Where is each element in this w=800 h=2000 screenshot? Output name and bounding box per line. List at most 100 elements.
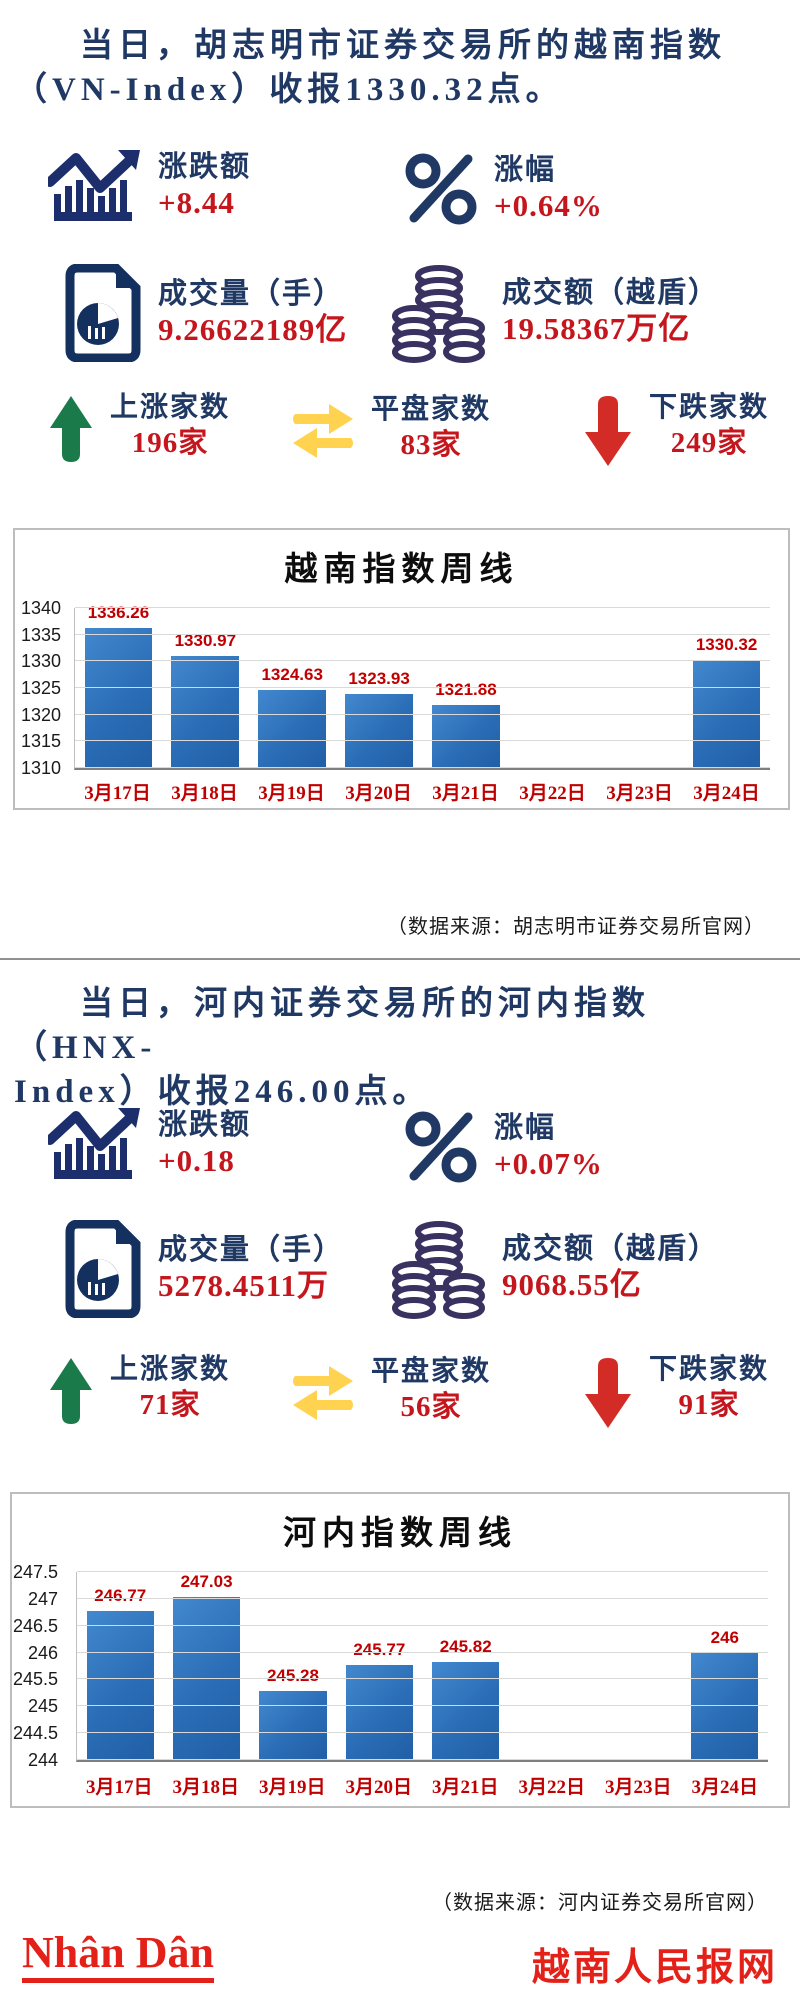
stat-label: 涨幅 xyxy=(494,154,557,186)
bar xyxy=(432,1662,500,1760)
stat-label: 成交额（越盾） xyxy=(502,1233,720,1265)
vn-decliners-stat: 下跌家数 249家 xyxy=(585,390,769,468)
nhan-dan-logo: Nhân Dân xyxy=(22,1930,214,1983)
percent-icon xyxy=(404,152,478,226)
x-axis-label: 3月17日 xyxy=(85,1777,153,1798)
stat-value: 9068.55亿 xyxy=(502,1267,642,1302)
stat-label: 成交量（手） xyxy=(158,1234,345,1266)
x-axis-label: 3月17日 xyxy=(84,783,151,804)
vn-unchanged-stat: 平盘家数 83家 xyxy=(293,392,491,464)
bar xyxy=(345,693,413,768)
x-axis-label: 3月23日 xyxy=(604,1777,672,1798)
bar-value-label: 245.77 xyxy=(353,1639,406,1659)
vn-data-source: （数据来源：胡志明市证券交易所官网） xyxy=(387,916,765,938)
coins-icon xyxy=(392,1216,486,1320)
stat-value: 56家 xyxy=(400,1391,462,1423)
stat-value: 83家 xyxy=(400,429,462,461)
gridline xyxy=(75,713,770,715)
vn-change-stat: 涨跌额 +8.44 xyxy=(48,148,251,224)
gridline xyxy=(75,607,770,608)
bar xyxy=(86,1611,154,1760)
gridline xyxy=(77,1759,768,1760)
bar-slot xyxy=(509,608,596,768)
hnx-headline: 当日，河内证券交易所的河内指数（HNX- Index）收报246.00点。 xyxy=(14,982,790,1114)
gridline xyxy=(77,1705,768,1707)
bar-value-label: 245.82 xyxy=(439,1637,492,1657)
document-pie-icon xyxy=(64,264,142,362)
up-arrow-icon xyxy=(50,1358,92,1424)
hnx-headline-line2: Index）收报246.00点。 xyxy=(14,1074,431,1110)
x-axis-label: 3月24日 xyxy=(691,1777,758,1798)
bar-slot: 1323.93 xyxy=(336,608,423,768)
coins-icon xyxy=(392,260,486,364)
document-pie-icon xyxy=(64,1220,142,1318)
y-axis: 247.5 247 246.5 246 245.5 245 244.5 244 xyxy=(12,1562,64,1770)
stat-value: +8.44 xyxy=(158,185,235,220)
bar-value-label: 1321.88 xyxy=(435,679,497,699)
bar-value-label: 1323.93 xyxy=(348,668,410,688)
x-axis-label: 3月19日 xyxy=(258,783,325,804)
stat-label: 涨跌额 xyxy=(158,1109,252,1141)
stat-value: 196家 xyxy=(131,427,209,459)
swap-arrows-icon xyxy=(293,1366,353,1420)
vn-headline-line2: （VN-Index）收报1330.32点。 xyxy=(14,72,564,108)
bar-value-label: 246 xyxy=(710,1627,739,1647)
gridline xyxy=(75,740,770,742)
stat-value: +0.07% xyxy=(494,1146,603,1181)
bar-slot: 1324.63 xyxy=(249,608,336,768)
y-axis-tick: 1340 xyxy=(20,598,61,618)
x-axis-label: 3月20日 xyxy=(345,783,412,804)
vn-pct-stat: 涨幅 +0.64% xyxy=(404,152,603,226)
gridline xyxy=(77,1651,768,1653)
bar-slot: 1321.88 xyxy=(423,608,510,768)
site-name: 越南人民报网 xyxy=(531,1947,778,1989)
y-axis-tick: 1310 xyxy=(20,758,61,778)
y-axis-tick: 247.5 xyxy=(12,1562,58,1582)
stat-value: 5278.4511万 xyxy=(158,1268,330,1303)
gridline xyxy=(77,1571,768,1572)
vn-headline-line1: 当日，胡志明市证券交易所的越南指数 xyxy=(80,28,726,64)
vn-volume-stat: 成交量（手） 9.26622189亿 xyxy=(64,264,347,362)
stat-value: 9.26622189亿 xyxy=(158,312,348,347)
trend-chart-icon xyxy=(48,1106,142,1182)
gridline xyxy=(75,660,770,662)
hnx-decliners-stat: 下跌家数 91家 xyxy=(585,1352,769,1430)
x-axis-label: 3月21日 xyxy=(431,1777,499,1798)
hnx-pct-stat: 涨幅 +0.07% xyxy=(404,1110,603,1184)
y-axis-tick: 245.5 xyxy=(12,1669,58,1690)
stat-value: 19.58367万亿 xyxy=(502,311,691,346)
plot-area: 246.77 247.03 245.28 245.77 245.82 246 xyxy=(76,1571,768,1762)
bar-value-label: 246.77 xyxy=(94,1586,147,1606)
gridline xyxy=(75,633,770,635)
gridline xyxy=(77,1678,768,1680)
bar xyxy=(84,627,153,768)
y-axis-tick: 247 xyxy=(27,1588,58,1609)
bar-value-label: 1324.63 xyxy=(261,664,323,684)
down-arrow-icon xyxy=(585,396,631,466)
y-axis-tick: 246.5 xyxy=(12,1615,58,1636)
stat-label: 成交额（越盾） xyxy=(502,277,720,309)
bar-slot xyxy=(596,608,683,768)
stat-label: 成交量（手） xyxy=(158,278,345,310)
stat-value: 249家 xyxy=(670,427,748,459)
bar-value-label: 247.03 xyxy=(180,1572,233,1592)
y-axis-tick: 1335 xyxy=(20,624,61,645)
x-axis-label: 3月18日 xyxy=(172,1777,239,1798)
x-axis-label: 3月20日 xyxy=(345,1777,412,1798)
gridline xyxy=(75,767,770,768)
hnx-advancers-stat: 上涨家数 71家 xyxy=(50,1352,230,1426)
y-axis: 1340 1335 1330 1325 1320 1315 1310 xyxy=(15,598,67,778)
gridline xyxy=(77,1624,768,1626)
stat-label: 涨跌额 xyxy=(158,151,252,183)
hnx-change-stat: 涨跌额 +0.18 xyxy=(48,1106,251,1182)
y-axis-tick: 1330 xyxy=(20,651,61,672)
y-axis-tick: 245 xyxy=(27,1696,58,1717)
plot-area: 1336.26 1330.97 1324.63 1323.93 1321.88 1330.… xyxy=(74,603,770,770)
bar-value-label: 1330.97 xyxy=(174,631,237,651)
bar xyxy=(259,1691,327,1760)
gridline xyxy=(77,1597,768,1599)
y-axis-tick: 246 xyxy=(27,1642,58,1663)
y-axis-tick: 244.5 xyxy=(12,1723,58,1744)
bar-value-label: 1330.32 xyxy=(695,634,758,654)
